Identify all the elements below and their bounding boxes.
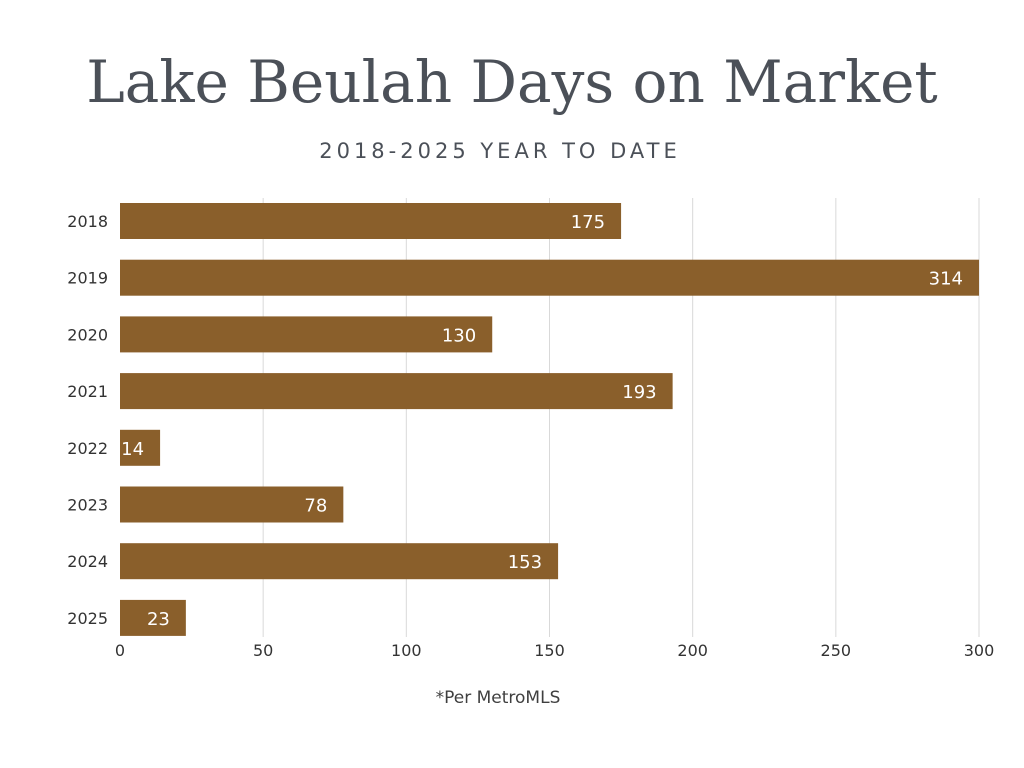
bars [120, 203, 979, 636]
source-footnote: *Per MetroMLS [435, 688, 561, 708]
bar-value-labels: 175 314 130 193 14 78 153 23 [121, 212, 963, 630]
bar-value-label: 193 [622, 382, 656, 403]
category-labels: 2018 2019 2020 2021 2022 2023 2024 2025 [67, 212, 108, 628]
x-tick-labels: 0 50 100 150 200 250 300 [115, 641, 994, 660]
x-tick-label: 150 [534, 641, 565, 660]
x-tick-label: 300 [964, 641, 995, 660]
bar-value-label: 314 [929, 269, 963, 290]
category-label: 2018 [67, 212, 108, 231]
bar-2018 [120, 203, 622, 239]
bar-2025 [120, 599, 186, 636]
x-tick-label: 50 [253, 641, 273, 660]
category-label: 2024 [67, 552, 108, 571]
bar-value-label: 153 [508, 552, 542, 573]
bar-2023 [120, 486, 344, 523]
chart-title: Lake Beulah Days on Market [86, 48, 938, 116]
x-tick-label: 200 [677, 641, 708, 660]
chart-subtitle: 2018-2025 YEAR TO DATE [319, 139, 681, 163]
bar-value-label: 14 [121, 439, 144, 460]
category-label: 2023 [67, 496, 108, 515]
bar-value-label: 175 [571, 212, 605, 233]
bar-2020 [120, 316, 493, 353]
category-label: 2025 [67, 609, 108, 628]
bar-value-label: 130 [442, 325, 476, 346]
bar-value-label: 23 [147, 609, 170, 630]
bar-2022 [120, 429, 161, 466]
category-label: 2021 [67, 382, 108, 401]
x-tick-label: 0 [115, 641, 125, 660]
category-label: 2022 [67, 439, 108, 458]
bar-value-label: 78 [304, 496, 327, 517]
bar-2024 [120, 543, 559, 580]
category-label: 2019 [67, 269, 108, 288]
bar-2021 [120, 373, 673, 410]
category-label: 2020 [67, 325, 108, 344]
x-tick-label: 250 [821, 641, 852, 660]
bar-2019 [120, 259, 979, 296]
x-tick-label: 100 [391, 641, 422, 660]
